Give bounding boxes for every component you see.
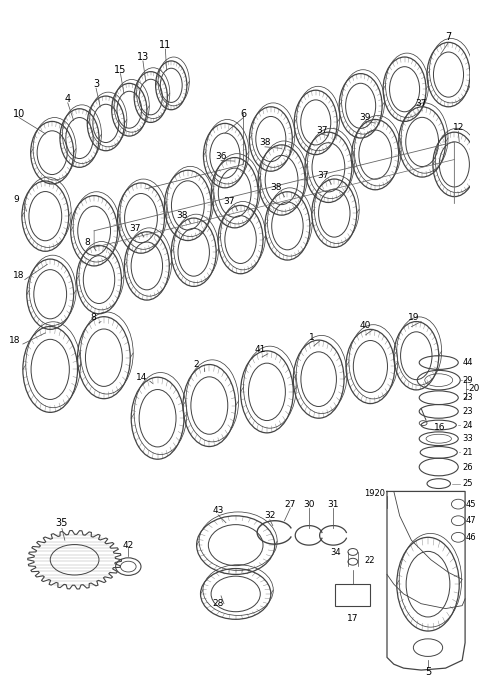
Text: 2: 2 bbox=[194, 360, 200, 369]
Text: 24: 24 bbox=[462, 420, 473, 430]
Text: 10: 10 bbox=[13, 108, 25, 119]
Text: 43: 43 bbox=[213, 506, 224, 515]
Text: 18: 18 bbox=[9, 335, 21, 344]
Text: 23: 23 bbox=[462, 393, 473, 402]
Text: 37: 37 bbox=[317, 170, 328, 179]
Text: 38: 38 bbox=[270, 184, 281, 193]
Text: 14: 14 bbox=[136, 373, 148, 382]
Text: 27: 27 bbox=[285, 500, 296, 509]
Text: 42: 42 bbox=[123, 541, 134, 550]
Text: 37: 37 bbox=[415, 99, 427, 108]
Text: 32: 32 bbox=[264, 511, 276, 520]
Text: 6: 6 bbox=[240, 108, 247, 119]
Text: 36: 36 bbox=[216, 152, 227, 161]
Text: 16: 16 bbox=[434, 424, 445, 433]
Text: 17: 17 bbox=[347, 614, 359, 623]
Text: 37: 37 bbox=[316, 126, 327, 135]
Text: 25: 25 bbox=[462, 479, 473, 488]
Text: 29: 29 bbox=[462, 375, 473, 384]
Text: 23: 23 bbox=[462, 407, 473, 416]
Text: 33: 33 bbox=[462, 434, 473, 443]
Text: 8: 8 bbox=[84, 238, 90, 247]
Text: 9: 9 bbox=[13, 195, 19, 204]
Text: 38: 38 bbox=[176, 210, 188, 219]
Text: 34: 34 bbox=[331, 549, 341, 558]
Text: 12: 12 bbox=[453, 123, 464, 132]
Text: 39: 39 bbox=[360, 113, 371, 122]
Text: 21: 21 bbox=[462, 448, 473, 457]
Text: 31: 31 bbox=[327, 500, 339, 509]
Text: 38: 38 bbox=[259, 139, 271, 148]
Text: 46: 46 bbox=[466, 533, 477, 542]
Text: 18: 18 bbox=[13, 271, 24, 280]
Text: 15: 15 bbox=[114, 65, 127, 75]
Text: 13: 13 bbox=[137, 52, 149, 62]
Text: 44: 44 bbox=[462, 358, 473, 367]
Text: 20: 20 bbox=[468, 384, 480, 393]
Text: 5: 5 bbox=[425, 667, 431, 677]
Text: 11: 11 bbox=[159, 40, 171, 50]
Text: 41: 41 bbox=[254, 346, 266, 355]
Text: 4: 4 bbox=[65, 94, 71, 104]
Text: 35: 35 bbox=[56, 518, 68, 528]
Text: 1920: 1920 bbox=[364, 489, 385, 498]
Text: 1: 1 bbox=[309, 333, 315, 342]
Text: 3: 3 bbox=[93, 79, 99, 89]
Text: 37: 37 bbox=[223, 197, 235, 206]
Text: 7: 7 bbox=[445, 32, 452, 43]
Text: 30: 30 bbox=[303, 500, 315, 509]
Text: 37: 37 bbox=[130, 224, 141, 233]
Bar bbox=[335, 584, 371, 606]
Text: 22: 22 bbox=[364, 556, 375, 565]
Text: 19: 19 bbox=[408, 313, 419, 322]
Text: 45: 45 bbox=[466, 500, 477, 509]
Text: 47: 47 bbox=[466, 516, 477, 525]
Text: 26: 26 bbox=[462, 462, 473, 471]
Text: 40: 40 bbox=[360, 321, 371, 330]
Text: 8: 8 bbox=[90, 313, 96, 322]
Text: 28: 28 bbox=[213, 599, 224, 608]
